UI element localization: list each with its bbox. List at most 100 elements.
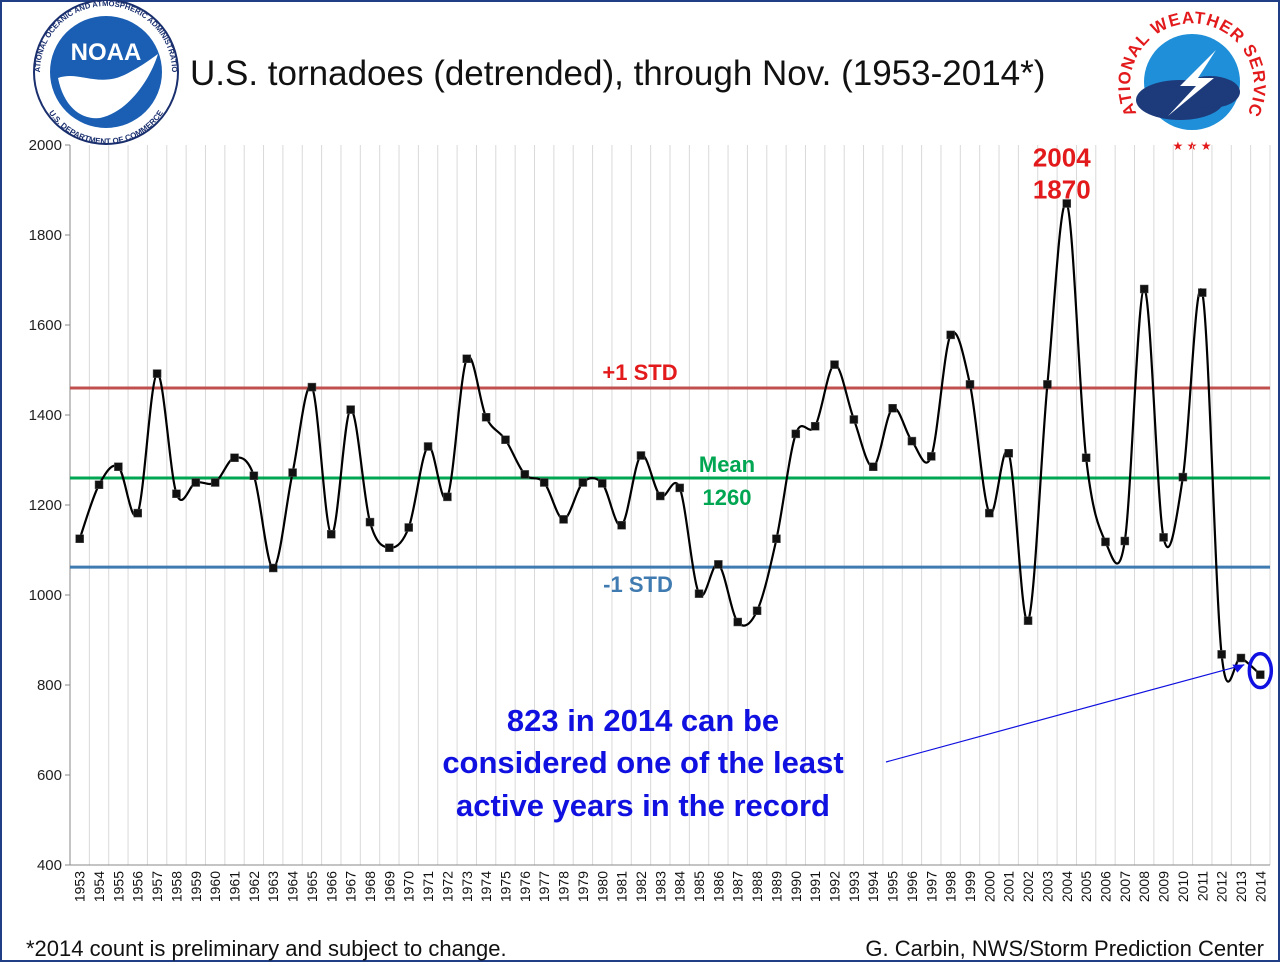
x-tick-label: 2004 xyxy=(1059,871,1075,902)
data-point xyxy=(191,478,201,487)
data-point xyxy=(907,436,917,446)
x-tick-label: 1978 xyxy=(556,871,572,902)
data-point xyxy=(1178,472,1188,482)
data-point xyxy=(1004,449,1013,458)
x-tick-label: 2010 xyxy=(1175,871,1191,902)
data-point xyxy=(346,405,355,414)
data-point xyxy=(1081,453,1091,462)
x-tick-label: 1965 xyxy=(304,871,320,902)
chart-title: U.S. tornadoes (detrended), through Nov.… xyxy=(190,54,1046,93)
data-point xyxy=(94,480,104,489)
y-tick-label: 2000 xyxy=(29,137,62,154)
x-tick-label: 1957 xyxy=(149,871,165,902)
x-tick-label: 1987 xyxy=(730,871,746,902)
data-point xyxy=(598,479,607,488)
data-point xyxy=(172,489,181,498)
x-tick-label: 2008 xyxy=(1136,871,1152,902)
x-tick-label: 1986 xyxy=(710,871,726,902)
data-point xyxy=(114,462,123,471)
x-tick-label: 1970 xyxy=(401,871,417,902)
note-arrowhead xyxy=(1232,664,1245,673)
data-point xyxy=(636,451,646,460)
x-tick-label: 1990 xyxy=(788,871,804,902)
x-tick-label: 1980 xyxy=(594,871,610,902)
data-point xyxy=(249,471,259,480)
x-tick-label: 1971 xyxy=(420,871,436,902)
footnote: *2014 count is preliminary and subject t… xyxy=(26,936,507,961)
x-tick-label: 1974 xyxy=(478,871,494,902)
nws-logo: NATIONAL WEATHER SERVICE ★ ★ ★ xyxy=(0,0,1268,153)
x-tick-label: 1989 xyxy=(768,871,784,902)
x-tick-label: 2007 xyxy=(1117,871,1133,902)
data-point xyxy=(539,478,549,487)
minus-std-label: -1 STD xyxy=(603,572,673,597)
x-tick-label: 1958 xyxy=(168,871,184,902)
nws-stars-icon: ★ ★ ★ xyxy=(1173,139,1212,153)
note-arrow xyxy=(885,664,1245,763)
x-tick-label: 1968 xyxy=(362,871,378,902)
data-point xyxy=(1217,650,1226,659)
y-tick-label: 1600 xyxy=(29,317,62,334)
x-tick-label: 1995 xyxy=(885,871,901,902)
data-point xyxy=(365,517,375,527)
x-tick-label: 1956 xyxy=(130,871,146,902)
nws-ring-text: NATIONAL WEATHER SERVICE xyxy=(0,0,1268,120)
x-tick-label: 1962 xyxy=(246,871,262,902)
x-tick-label: 1960 xyxy=(207,871,223,902)
noaa-logo: NOAA NATIONAL OCEANIC AND ATMOSPHERIC AD… xyxy=(0,0,179,146)
data-point xyxy=(210,478,220,487)
data-point xyxy=(868,462,878,471)
x-tick-label: 2009 xyxy=(1156,871,1172,902)
x-tick-label: 1984 xyxy=(672,871,688,902)
data-point xyxy=(559,515,568,524)
x-tick-label: 1983 xyxy=(652,871,668,902)
data-point xyxy=(1023,616,1033,625)
data-point xyxy=(1256,670,1265,679)
data-point xyxy=(1043,380,1052,389)
x-tick-label: 1959 xyxy=(188,871,204,902)
note-line: considered one of the least xyxy=(442,745,843,780)
data-point xyxy=(1101,537,1110,547)
x-tick-label: 1976 xyxy=(517,871,533,902)
highlight-circle xyxy=(1247,651,1274,690)
peak-value-label: 1870 xyxy=(1033,175,1091,205)
x-tick-label: 1998 xyxy=(943,871,959,902)
data-point xyxy=(791,429,801,439)
x-tick-label: 2002 xyxy=(1020,871,1036,902)
x-tick-label: 1999 xyxy=(962,871,978,902)
data-point xyxy=(830,360,839,369)
data-point xyxy=(1139,284,1149,294)
data-point xyxy=(404,523,413,532)
data-point xyxy=(578,478,588,487)
y-tick-label: 800 xyxy=(37,677,62,694)
data-point xyxy=(152,369,162,378)
x-tick-label: 1954 xyxy=(91,871,107,902)
data-point xyxy=(501,435,510,444)
data-point xyxy=(327,530,336,539)
data-point xyxy=(1120,536,1130,546)
data-point xyxy=(1159,533,1168,542)
x-tick-label: 1967 xyxy=(343,871,359,902)
mean-value-label: 1260 xyxy=(703,485,752,510)
data-point xyxy=(462,354,472,363)
x-tick-label: 1993 xyxy=(846,871,862,902)
y-tick-label: 600 xyxy=(37,767,62,784)
y-tick-label: 400 xyxy=(37,857,62,874)
x-tick-label: 1955 xyxy=(110,871,126,902)
y-tick-label: 1200 xyxy=(29,497,62,514)
x-tick-label: 1972 xyxy=(439,871,455,902)
data-point xyxy=(230,453,239,462)
data-point xyxy=(1198,288,1207,297)
credit: G. Carbin, NWS/Storm Prediction Center xyxy=(865,936,1264,961)
data-point xyxy=(75,534,84,543)
data-point xyxy=(810,422,820,431)
y-tick-label: 1000 xyxy=(29,587,62,604)
x-tick-label: 1982 xyxy=(633,871,649,902)
x-tick-label: 2011 xyxy=(1194,871,1210,901)
note-line: 823 in 2014 can be xyxy=(507,703,779,738)
data-point xyxy=(714,560,723,569)
data-point xyxy=(985,508,994,518)
peak-year-label: 2004 xyxy=(1033,143,1091,173)
data-point xyxy=(752,606,762,615)
